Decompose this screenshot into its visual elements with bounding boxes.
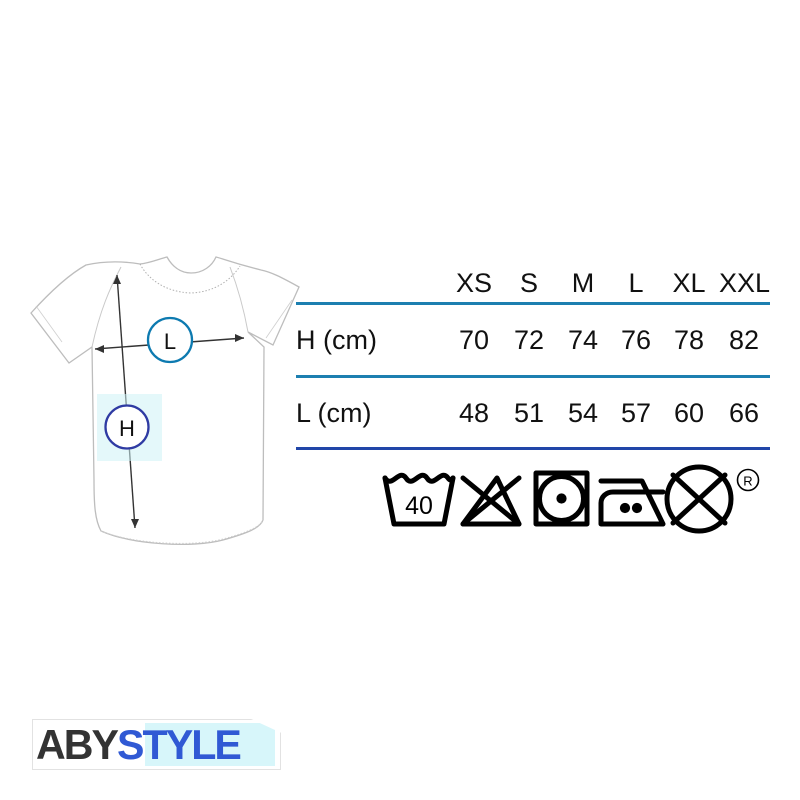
svg-text:R: R (743, 474, 752, 489)
svg-text:40: 40 (405, 492, 433, 520)
